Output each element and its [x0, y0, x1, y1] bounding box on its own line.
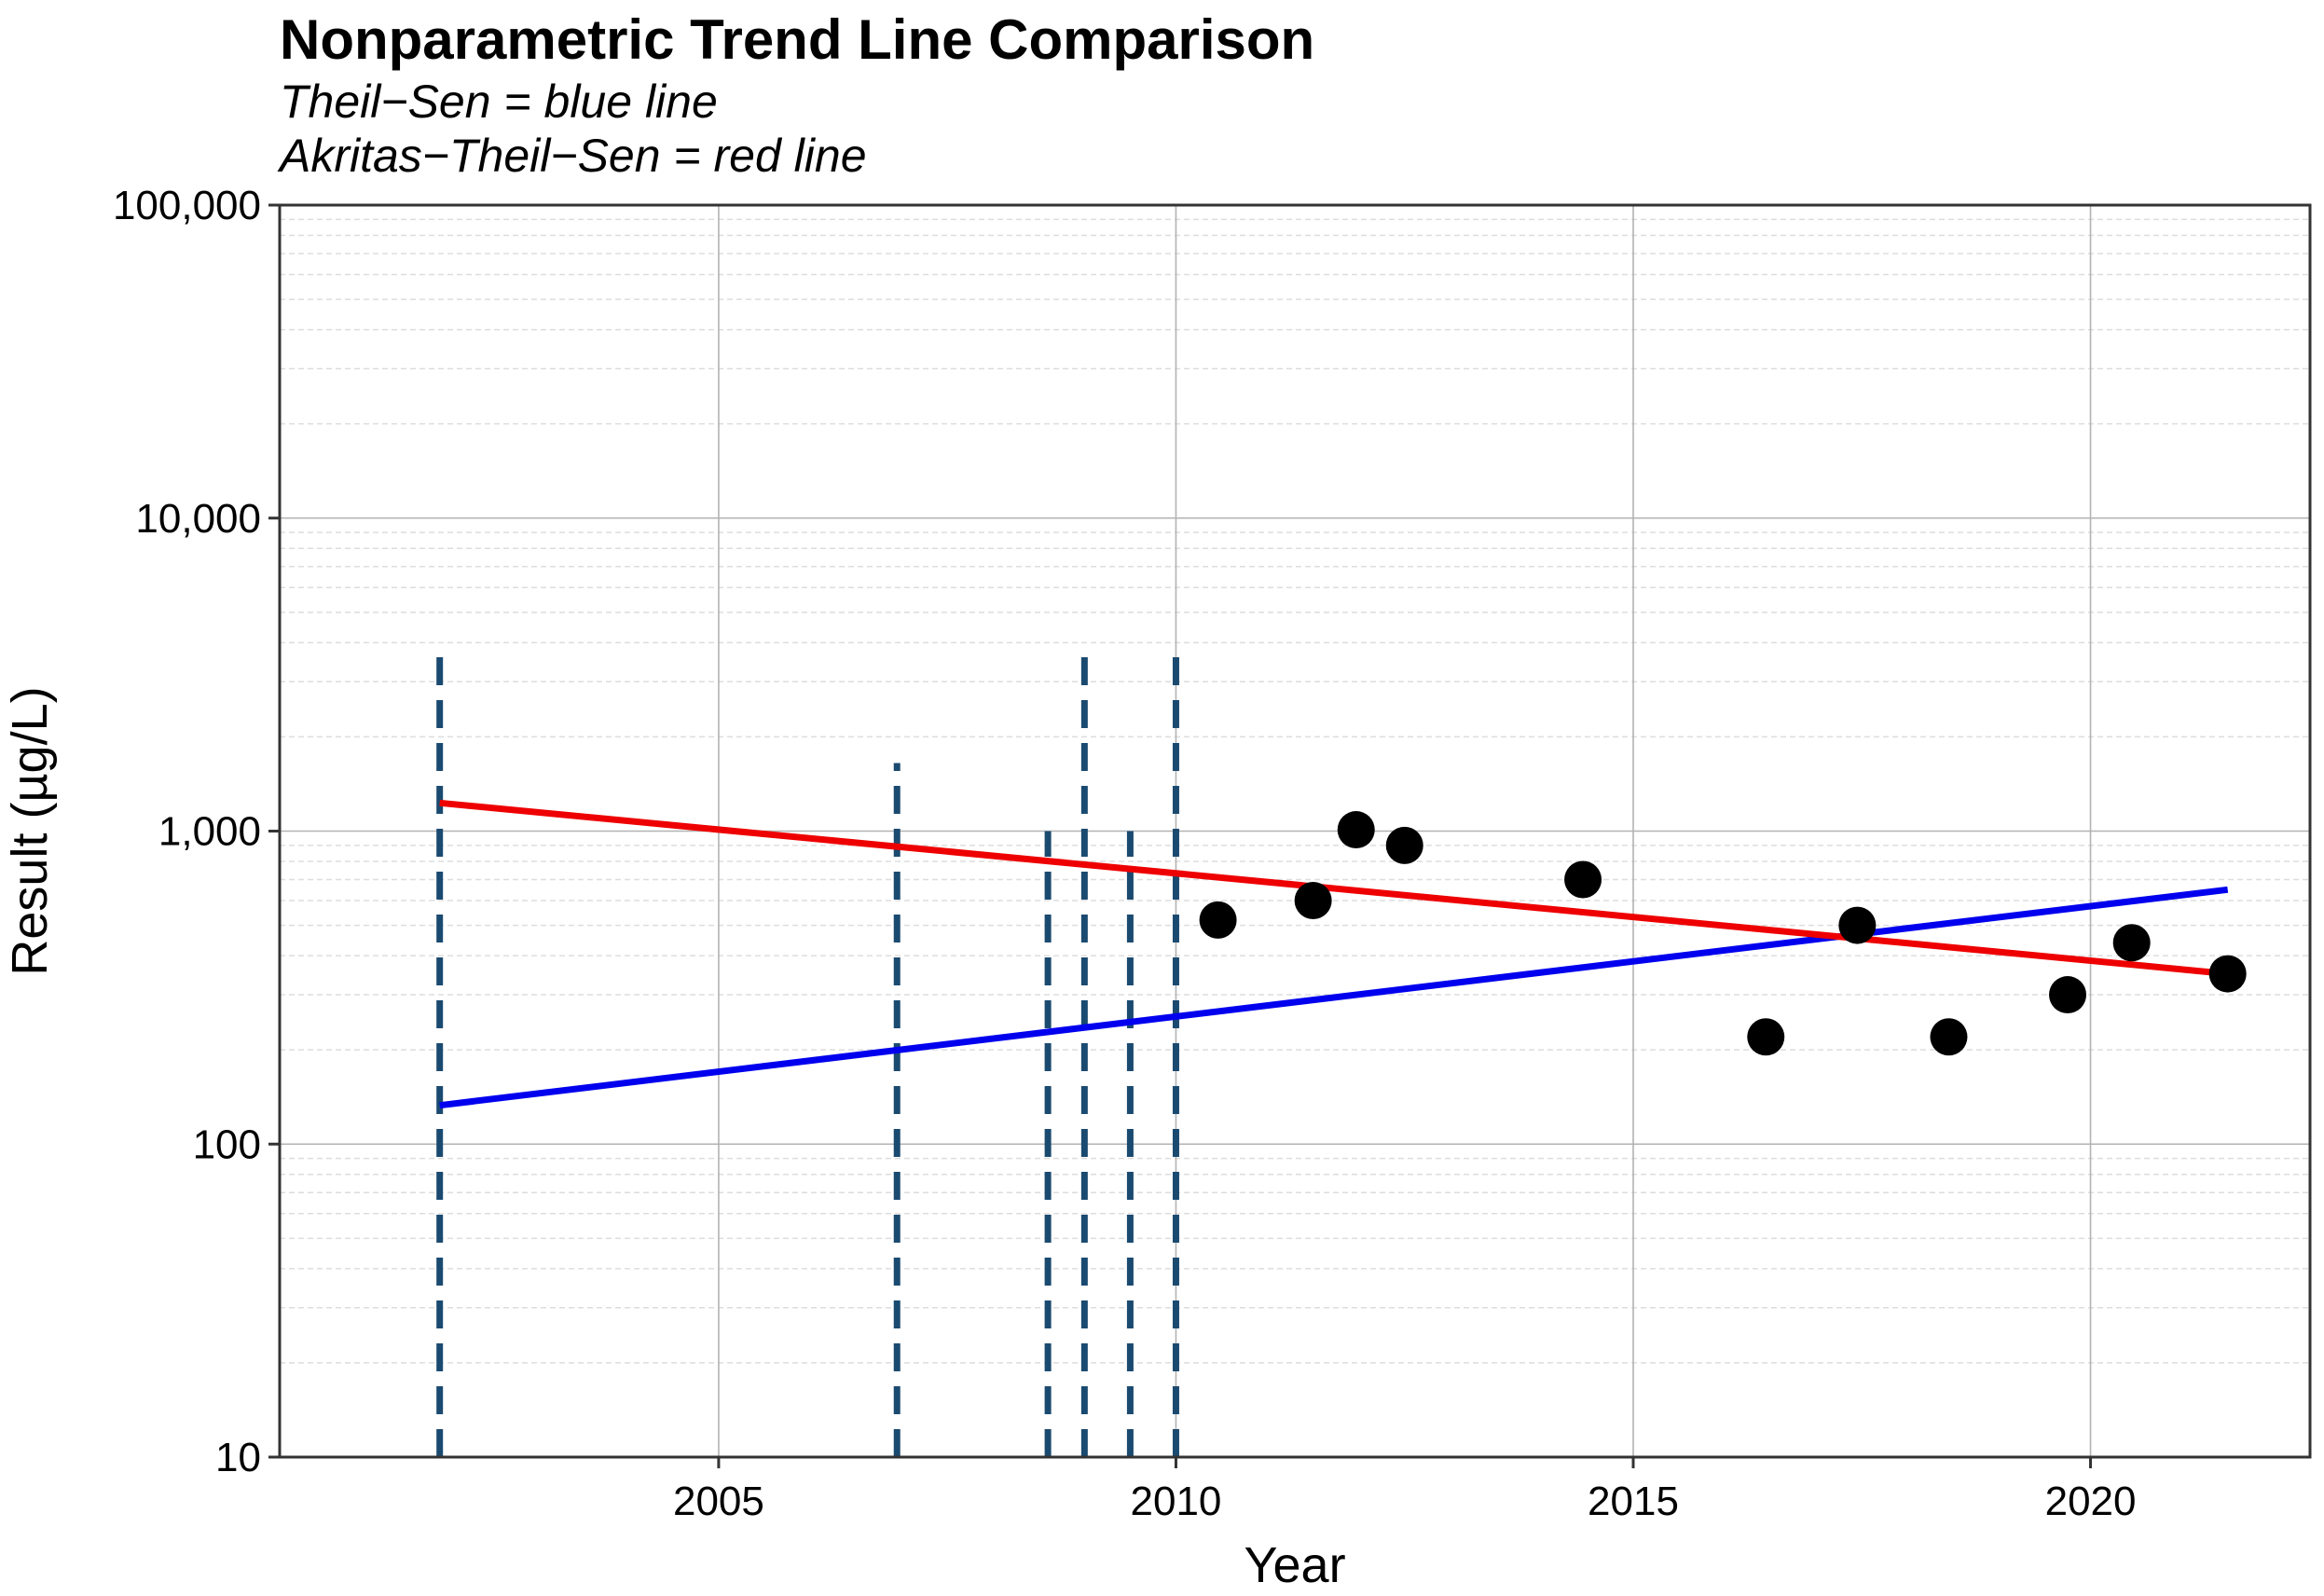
data-point: [1838, 906, 1877, 944]
data-point: [1564, 860, 1602, 899]
data-point: [1747, 1018, 1785, 1056]
x-tick-label: 2005: [673, 1479, 764, 1524]
data-point: [1385, 826, 1423, 864]
data-point: [1199, 901, 1237, 939]
data-point: [1930, 1018, 1968, 1056]
y-tick-label: 1,000: [158, 809, 261, 855]
data-point: [2112, 924, 2151, 962]
data-point: [2049, 976, 2087, 1014]
y-tick-label: 10: [215, 1435, 261, 1480]
data-point: [1294, 881, 1332, 919]
data-point: [2208, 955, 2247, 993]
x-axis-title: Year: [1244, 1537, 1345, 1593]
x-tick-label: 2010: [1131, 1479, 1222, 1524]
theil-sen-line: [439, 886, 2229, 1109]
y-tick-label: 10,000: [135, 496, 261, 542]
akritas-theil-sen-line: [439, 799, 2229, 978]
y-axis-title: Result (µg/L): [2, 686, 58, 975]
x-tick-label: 2020: [2045, 1479, 2137, 1524]
chart-title: Nonparametric Trend Line Comparison: [280, 8, 1315, 71]
chart-subtitle-line-1: Theil−Sen = blue line: [280, 76, 718, 128]
chart-subtitle-line-2: Akritas−Theil−Sen = red line: [280, 130, 867, 182]
x-tick-label: 2015: [1588, 1479, 1679, 1524]
data-point: [1337, 811, 1375, 849]
y-tick-label: 100: [193, 1121, 261, 1167]
y-tick-label: 100,000: [113, 183, 261, 228]
